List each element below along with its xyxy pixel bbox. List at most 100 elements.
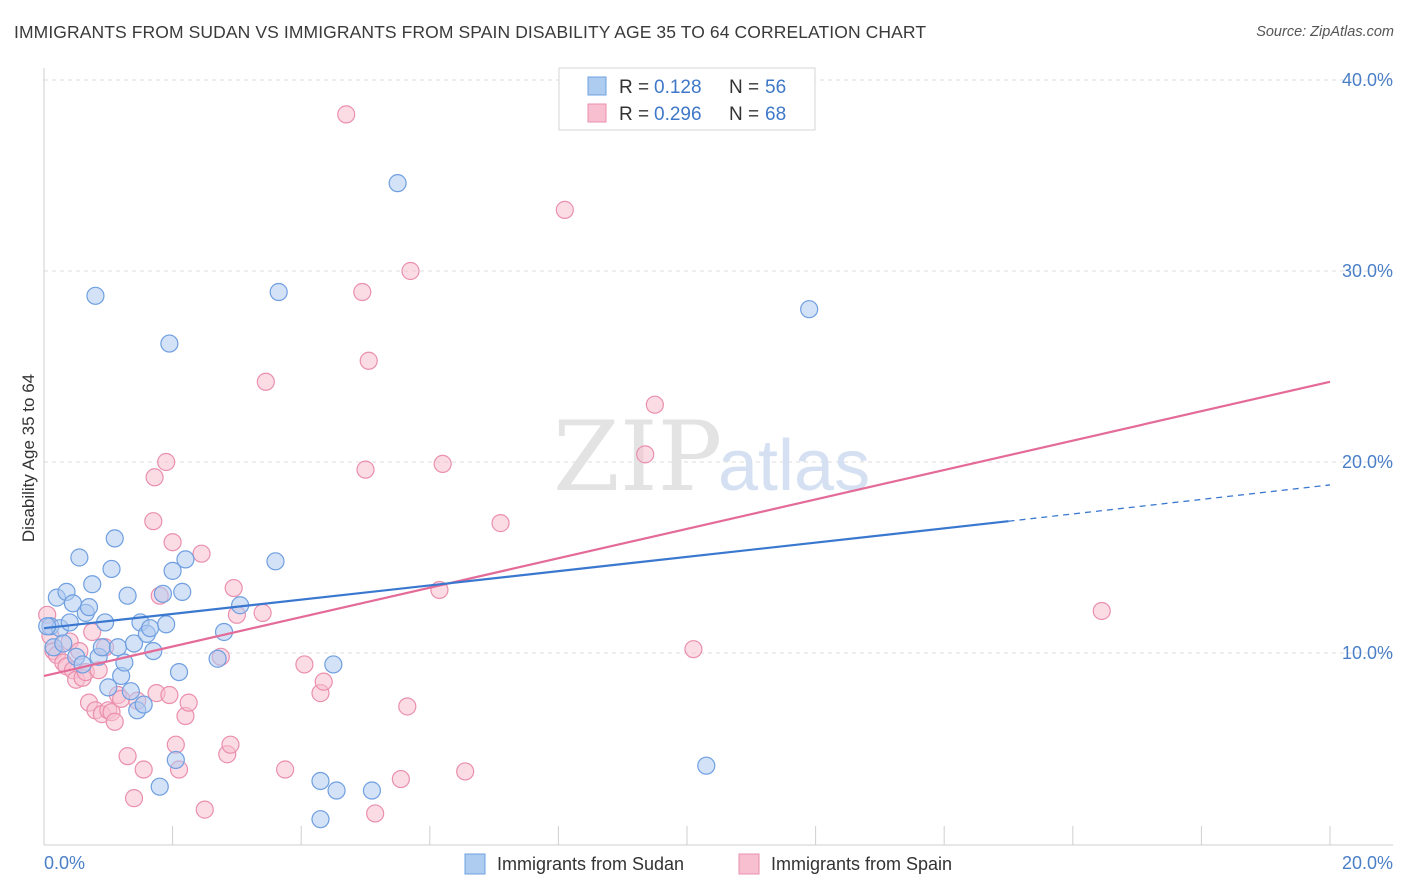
scatter-point [800, 300, 819, 319]
scatter-point [388, 174, 407, 193]
scatter-point [214, 622, 234, 642]
scatter-point [160, 334, 179, 353]
scatter-point [256, 372, 275, 391]
y-axis-label: Disability Age 35 to 64 [19, 374, 38, 542]
scatter-point [337, 105, 356, 124]
scatter-point [99, 678, 118, 697]
legend-r-value-sudan: 0.128 [654, 77, 702, 98]
scatter-point [697, 756, 716, 775]
scatter-point [166, 750, 185, 770]
x-minor-ticks [43, 826, 1331, 845]
scatter-point [266, 552, 285, 571]
legend-r-label-sudan: R = [619, 77, 649, 98]
scatter-point [54, 634, 73, 653]
trend-line-sudan [43, 520, 1009, 630]
legend-box: R = 0.128 N = 56 R = 0.296 N = 68 [558, 67, 816, 131]
legend-swatch-sudan [587, 76, 607, 96]
y-tick-label: 40.0% [1342, 70, 1393, 90]
scatter-point [118, 747, 137, 766]
legend-r-value-spain: 0.296 [654, 104, 702, 125]
scatter-point [105, 529, 124, 548]
gridlines [44, 79, 1393, 654]
scatter-point [327, 781, 346, 800]
scatter-point [157, 452, 176, 472]
scatter-point [555, 200, 574, 219]
scatter-point [366, 804, 385, 823]
scatter-point [153, 584, 173, 603]
scatter-point [311, 810, 330, 829]
scatter-point [166, 735, 185, 754]
scatter-point [276, 760, 295, 779]
scatter-point [108, 638, 128, 657]
scatter-point [134, 695, 153, 714]
scatter-point [192, 544, 211, 563]
scatter-point [356, 460, 375, 479]
scatter-point [134, 760, 153, 779]
scatter-point [1092, 601, 1111, 621]
scatter-point [295, 655, 314, 674]
bottom-legend: Immigrants from Sudan Immigrants from Sp… [464, 853, 952, 875]
scatter-point [176, 550, 195, 569]
scatter-point [195, 800, 214, 819]
x-tick-labels: 0.0% 20.0% [44, 853, 1393, 873]
bottom-legend-swatch-sudan [464, 853, 486, 875]
legend-swatch-spain [587, 103, 607, 123]
scatter-point [124, 789, 144, 808]
scatter-point [645, 395, 664, 414]
scatter-point [86, 286, 105, 305]
scatter-point [359, 351, 378, 370]
legend-r-label-spain: R = [619, 104, 649, 125]
scatter-point [324, 655, 343, 674]
legend-n-value-spain: 68 [765, 104, 786, 125]
scatter-point [208, 649, 227, 668]
y-tick-label: 20.0% [1342, 452, 1393, 472]
scatter-point [169, 662, 189, 682]
x-tick-label: 20.0% [1342, 853, 1393, 873]
legend-n-value-sudan: 56 [765, 77, 786, 98]
scatter-point [70, 548, 89, 567]
scatter-point [150, 777, 169, 796]
scatter-point [433, 454, 452, 474]
scatter-point [73, 655, 92, 674]
bottom-legend-swatch-spain [738, 853, 760, 875]
scatter-point [102, 559, 121, 579]
scatter-point [140, 619, 160, 638]
scatter-point [105, 712, 124, 731]
scatter-point [253, 603, 272, 622]
scatter-point [353, 282, 372, 302]
chart-title: IMMIGRANTS FROM SUDAN VS IMMIGRANTS FROM… [14, 22, 927, 42]
scatter-point [144, 512, 163, 531]
legend-n-label-spain: N = [729, 104, 759, 125]
scatter-point [362, 781, 382, 800]
scatter-point [221, 735, 240, 754]
scatter-point [398, 697, 417, 716]
scatter-point [401, 261, 420, 281]
scatter-point [145, 468, 164, 487]
scatter-point [491, 514, 510, 533]
trend-line-sudan-extension [1008, 484, 1331, 522]
scatter-point [124, 634, 144, 653]
scatter-point [60, 613, 79, 632]
scatter-point [684, 640, 703, 659]
y-tick-label: 30.0% [1342, 261, 1393, 281]
scatter-point [163, 561, 182, 580]
x-tick-label: 0.0% [44, 853, 85, 873]
scatter-point [83, 575, 102, 594]
bottom-legend-label-sudan: Immigrants from Sudan [497, 854, 684, 874]
trend-lines [43, 380, 1331, 677]
scatter-point [391, 769, 410, 789]
y-tick-labels: 10.0% 20.0% 30.0% 40.0% [1342, 70, 1393, 663]
scatter-point [224, 578, 243, 598]
scatter-point [163, 533, 182, 552]
scatter-point [456, 762, 475, 781]
source-label: Source: ZipAtlas.com [1256, 24, 1394, 40]
scatter-point [173, 582, 192, 601]
scatter-point [179, 693, 198, 712]
trend-line-spain [43, 380, 1331, 677]
scatter-point [269, 282, 288, 302]
scatter-point [79, 598, 99, 617]
scatter-point [636, 445, 655, 464]
bottom-legend-label-spain: Immigrants from Spain [771, 854, 952, 874]
scatter-point [157, 615, 176, 634]
